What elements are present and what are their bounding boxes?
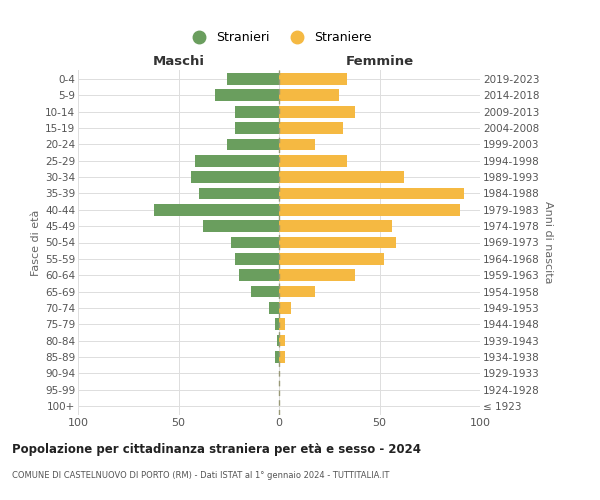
Bar bbox=[231, 236, 279, 248]
Bar bbox=[227, 138, 279, 150]
Bar bbox=[199, 188, 279, 200]
Bar bbox=[279, 334, 285, 346]
Bar bbox=[279, 106, 355, 118]
Bar bbox=[279, 90, 340, 101]
Bar bbox=[239, 270, 279, 281]
Bar bbox=[194, 155, 279, 166]
Text: Maschi: Maschi bbox=[152, 54, 205, 68]
Text: Popolazione per cittadinanza straniera per età e sesso - 2024: Popolazione per cittadinanza straniera p… bbox=[12, 442, 421, 456]
Bar bbox=[279, 122, 343, 134]
Bar bbox=[154, 204, 279, 216]
Bar bbox=[279, 253, 383, 264]
Legend: Stranieri, Straniere: Stranieri, Straniere bbox=[186, 32, 372, 44]
Bar bbox=[279, 286, 315, 298]
Bar bbox=[235, 253, 279, 264]
Bar bbox=[215, 90, 279, 101]
Bar bbox=[191, 171, 279, 183]
Bar bbox=[277, 334, 279, 346]
Bar bbox=[269, 302, 279, 314]
Bar bbox=[203, 220, 279, 232]
Bar bbox=[251, 286, 279, 298]
Bar bbox=[279, 188, 464, 200]
Text: Femmine: Femmine bbox=[346, 54, 413, 68]
Bar bbox=[279, 204, 460, 216]
Text: COMUNE DI CASTELNUOVO DI PORTO (RM) - Dati ISTAT al 1° gennaio 2024 - TUTTITALIA: COMUNE DI CASTELNUOVO DI PORTO (RM) - Da… bbox=[12, 470, 389, 480]
Bar bbox=[279, 302, 291, 314]
Bar bbox=[279, 73, 347, 85]
Bar bbox=[279, 155, 347, 166]
Bar bbox=[227, 73, 279, 85]
Bar bbox=[235, 106, 279, 118]
Bar bbox=[279, 318, 285, 330]
Bar bbox=[279, 270, 355, 281]
Bar bbox=[275, 351, 279, 363]
Bar bbox=[275, 318, 279, 330]
Bar bbox=[279, 236, 395, 248]
Bar bbox=[279, 220, 392, 232]
Y-axis label: Anni di nascita: Anni di nascita bbox=[544, 201, 553, 284]
Bar bbox=[235, 122, 279, 134]
Bar bbox=[279, 171, 404, 183]
Bar bbox=[279, 351, 285, 363]
Bar bbox=[279, 138, 315, 150]
Y-axis label: Fasce di età: Fasce di età bbox=[31, 210, 41, 276]
